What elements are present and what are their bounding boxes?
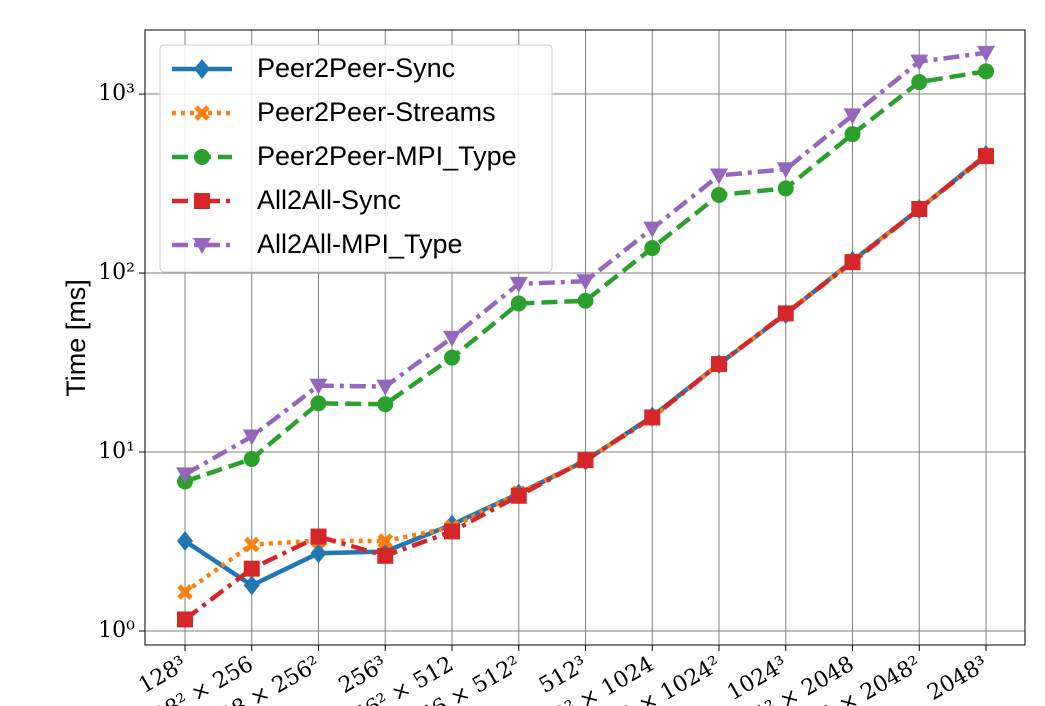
legend-label: Peer2Peer-Streams [257, 97, 496, 127]
y-tick-label: 10⁰ [98, 618, 135, 643]
marker [376, 379, 395, 396]
marker [978, 148, 994, 165]
marker [377, 547, 394, 564]
marker [243, 450, 260, 467]
marker [176, 467, 194, 484]
marker [711, 356, 727, 373]
marker [177, 611, 193, 628]
marker [644, 240, 661, 257]
marker [510, 295, 527, 312]
marker [243, 560, 260, 577]
marker [576, 274, 595, 291]
marker [776, 162, 795, 179]
marker [309, 378, 328, 395]
legend-box [159, 44, 553, 273]
marker [377, 396, 394, 413]
marker [843, 108, 862, 125]
marker [509, 276, 528, 293]
marker [243, 536, 260, 553]
y-tick-label: 10² [98, 260, 135, 285]
legend-marker [193, 238, 211, 254]
marker [844, 254, 861, 271]
marker [177, 584, 193, 600]
marker [711, 186, 727, 203]
marker [177, 531, 193, 552]
marker [911, 74, 928, 91]
marker [844, 126, 861, 143]
marker [443, 330, 461, 347]
marker [377, 533, 394, 549]
marker [577, 452, 594, 469]
y-axis-label: Time [ms] [61, 279, 91, 397]
legend-label: Peer2Peer-MPI_Type [257, 141, 517, 171]
marker [310, 543, 327, 564]
legend-label: All2All-Sync [257, 185, 401, 215]
marker [310, 395, 327, 412]
legend-marker [194, 105, 210, 121]
marker [777, 180, 794, 197]
marker [644, 409, 661, 426]
marker [243, 575, 260, 596]
marker [577, 292, 594, 309]
legend-label: All2All-MPI_Type [257, 229, 463, 259]
y-tick-label: 10¹ [98, 439, 135, 464]
y-tick-label: 10³ [98, 81, 135, 106]
marker [911, 200, 928, 217]
marker [643, 221, 662, 238]
plot-frame [144, 29, 1026, 646]
legend-marker [194, 149, 210, 165]
marker [910, 54, 929, 71]
legend-marker [194, 193, 210, 209]
marker [777, 305, 794, 322]
legend-label: Peer2Peer-Sync [257, 53, 455, 83]
marker [510, 487, 527, 504]
marker [444, 523, 460, 540]
marker [310, 528, 327, 545]
marker [977, 45, 995, 62]
marker [444, 349, 460, 366]
marker [242, 429, 261, 446]
marker [710, 168, 728, 185]
legend-marker [194, 59, 210, 79]
x-tick-label: 2048³ [923, 652, 992, 706]
marker [978, 63, 994, 80]
